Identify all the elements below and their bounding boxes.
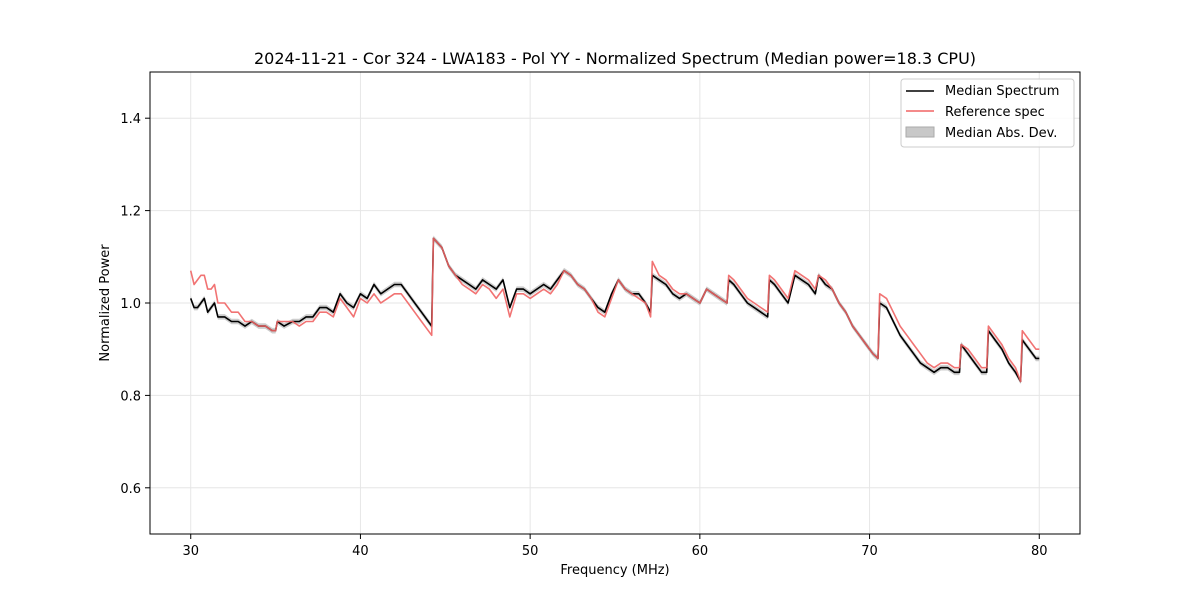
y-axis-label: Normalized Power bbox=[98, 244, 113, 362]
x-axis-label: Frequency (MHz) bbox=[560, 563, 669, 578]
x-tick-label: 80 bbox=[1031, 544, 1048, 559]
x-tick-label: 50 bbox=[522, 544, 539, 559]
y-tick-label: 0.8 bbox=[120, 389, 141, 404]
chart-title: 2024-11-21 - Cor 324 - LWA183 - Pol YY -… bbox=[254, 49, 976, 68]
legend: Median Spectrum Reference spec Median Ab… bbox=[900, 78, 1075, 148]
legend-reference-label: Reference spec bbox=[945, 105, 1045, 120]
legend-mad-label: Median Abs. Dev. bbox=[945, 126, 1057, 141]
x-tick-label: 40 bbox=[352, 544, 369, 559]
x-tick-label: 70 bbox=[861, 544, 878, 559]
x-tick-label: 60 bbox=[692, 544, 709, 559]
legend-mad-swatch bbox=[905, 126, 935, 138]
legend-box bbox=[900, 78, 1075, 148]
y-tick-label: 1.0 bbox=[120, 297, 141, 312]
median-spectrum-line bbox=[189, 237, 1040, 383]
y-tick-label: 1.4 bbox=[120, 112, 141, 127]
grid bbox=[150, 72, 1080, 534]
y-tick-label: 0.6 bbox=[120, 482, 141, 497]
axes: 30 40 50 60 70 80 0.6 0.8 1.0 1.2 1.4 bbox=[120, 112, 1047, 559]
legend-median-label: Median Spectrum bbox=[945, 84, 1059, 99]
y-tick-label: 1.2 bbox=[120, 205, 141, 220]
x-tick-label: 30 bbox=[182, 544, 199, 559]
series-lines bbox=[189, 237, 1040, 383]
reference-spec-line bbox=[189, 237, 1040, 383]
